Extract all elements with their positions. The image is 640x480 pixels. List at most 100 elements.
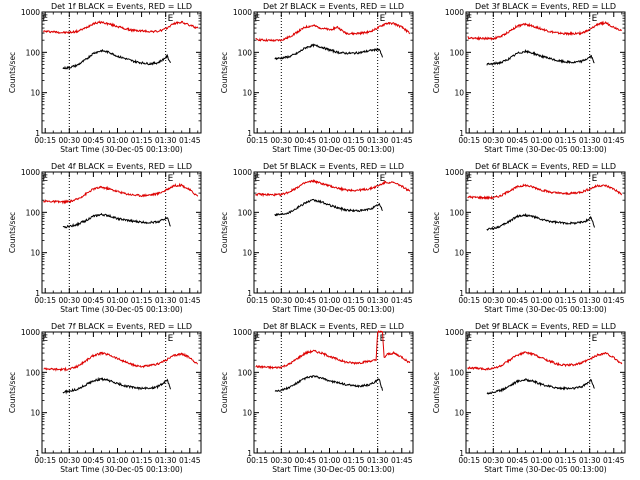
x-tick-label: 00:15 bbox=[34, 296, 56, 305]
y-tick-label: 100 bbox=[26, 208, 41, 217]
e-marker: E bbox=[254, 14, 260, 24]
chart-panel-8: Det 8f BLACK = Events, RED = LLD 1 10 100 10… bbox=[220, 322, 414, 474]
x-tick-label: 01:30 bbox=[155, 456, 177, 465]
y-tick-label: 1 bbox=[35, 289, 40, 298]
x-tick-label: 00:30 bbox=[270, 296, 292, 305]
e-marker: E bbox=[168, 174, 174, 184]
y-tick-label: 1000 bbox=[445, 8, 464, 17]
lld-rate-line bbox=[255, 329, 411, 370]
y-tick-label: 1 bbox=[35, 449, 40, 458]
y-tick-label: 1 bbox=[35, 129, 40, 138]
y-tick-label: 10 bbox=[242, 249, 252, 258]
y-tick-label: 1 bbox=[247, 449, 252, 458]
x-tick-label: 00:45 bbox=[295, 296, 317, 305]
x-tick-label: 00:45 bbox=[507, 456, 529, 465]
x-tick-label: 01:15 bbox=[343, 136, 365, 145]
y-tick-label: 1 bbox=[459, 449, 464, 458]
lld-rate-line bbox=[255, 21, 411, 42]
x-axis-label: Start Time (30-Dec-05 00:13:00) bbox=[272, 305, 394, 314]
x-axis-label: Start Time (30-Dec-05 00:13:00) bbox=[272, 145, 394, 154]
x-tick-label: 01:00 bbox=[319, 296, 341, 305]
y-tick-label: 1 bbox=[459, 289, 464, 298]
e-marker: E bbox=[466, 174, 472, 184]
x-tick-label: 00:15 bbox=[246, 456, 268, 465]
x-tick-label: 01:00 bbox=[319, 136, 341, 145]
chart-panel-4: Det 4f BLACK = Events, RED = LLD 1 10 100 10… bbox=[8, 162, 202, 314]
x-tick-label: 00:45 bbox=[83, 136, 105, 145]
x-tick-label: 01:30 bbox=[155, 136, 177, 145]
y-tick-label: 1 bbox=[459, 129, 464, 138]
x-tick-label: 00:45 bbox=[83, 296, 105, 305]
y-tick-label: 1 bbox=[247, 289, 252, 298]
x-tick-label: 00:30 bbox=[58, 456, 80, 465]
x-tick-label: 00:30 bbox=[58, 296, 80, 305]
y-tick-label: 100 bbox=[450, 368, 465, 377]
x-tick-label: 01:30 bbox=[367, 456, 389, 465]
e-marker: E bbox=[592, 14, 598, 24]
y-tick-label: 10 bbox=[454, 249, 464, 258]
e-marker: E bbox=[42, 334, 48, 344]
y-tick-label: 100 bbox=[238, 48, 253, 57]
x-tick-label: 01:45 bbox=[179, 296, 201, 305]
x-tick-label: 01:45 bbox=[603, 296, 625, 305]
x-tick-label: 01:15 bbox=[131, 296, 153, 305]
x-tick-label: 00:15 bbox=[246, 296, 268, 305]
y-tick-label: 1000 bbox=[233, 328, 252, 337]
x-tick-label: 00:15 bbox=[34, 136, 56, 145]
events-rate-line bbox=[274, 198, 383, 217]
e-marker: E bbox=[168, 334, 174, 344]
lld-rate-line bbox=[255, 178, 411, 198]
plot-frame bbox=[41, 331, 202, 454]
chart-panel-2: Det 2f BLACK = Events, RED = LLD 1 10 100 10… bbox=[220, 2, 414, 154]
x-tick-label: 01:00 bbox=[107, 456, 129, 465]
chart-title: Det 2f BLACK = Events, RED = LLD bbox=[263, 2, 404, 11]
x-tick-label: 01:45 bbox=[391, 456, 413, 465]
x-tick-label: 00:30 bbox=[482, 456, 504, 465]
y-axis-label: Counts/sec bbox=[432, 372, 441, 413]
x-axis-label: Start Time (30-Dec-05 00:13:00) bbox=[60, 145, 182, 154]
e-marker: E bbox=[592, 174, 598, 184]
x-tick-label: 01:00 bbox=[107, 296, 129, 305]
y-tick-label: 100 bbox=[238, 208, 253, 217]
x-tick-label: 01:15 bbox=[555, 456, 577, 465]
e-marker: E bbox=[380, 14, 386, 24]
x-tick-label: 01:45 bbox=[603, 456, 625, 465]
lld-rate-line bbox=[43, 20, 199, 35]
x-axis-label: Start Time (30-Dec-05 00:13:00) bbox=[272, 465, 394, 474]
lld-rate-line bbox=[467, 183, 623, 201]
x-axis-label: Start Time (30-Dec-05 00:13:00) bbox=[60, 465, 182, 474]
chart-title: Det 4f BLACK = Events, RED = LLD bbox=[51, 162, 192, 171]
e-marker: E bbox=[168, 14, 174, 24]
x-tick-label: 01:30 bbox=[155, 296, 177, 305]
y-tick-label: 10 bbox=[454, 409, 464, 418]
y-tick-label: 1000 bbox=[445, 168, 464, 177]
x-tick-label: 01:30 bbox=[579, 296, 601, 305]
events-rate-line bbox=[62, 48, 171, 70]
x-tick-label: 01:15 bbox=[555, 136, 577, 145]
y-axis-label: Counts/sec bbox=[8, 212, 17, 253]
x-axis-label: Start Time (30-Dec-05 00:13:00) bbox=[60, 305, 182, 314]
x-tick-label: 00:30 bbox=[482, 296, 504, 305]
x-tick-label: 01:45 bbox=[391, 136, 413, 145]
x-tick-label: 01:30 bbox=[579, 456, 601, 465]
plot-frame bbox=[41, 11, 202, 134]
x-tick-label: 01:00 bbox=[531, 136, 553, 145]
x-tick-label: 00:45 bbox=[83, 456, 105, 465]
x-tick-label: 00:30 bbox=[482, 136, 504, 145]
plot-frame bbox=[465, 331, 626, 454]
e-marker: E bbox=[254, 334, 260, 344]
y-axis-label: Counts/sec bbox=[220, 52, 229, 93]
y-tick-label: 10 bbox=[242, 409, 252, 418]
plot-frame bbox=[253, 331, 414, 454]
lld-rate-line bbox=[43, 351, 199, 372]
x-tick-label: 01:15 bbox=[555, 296, 577, 305]
chart-panel-9: Det 9f BLACK = Events, RED = LLD 1 10 100 10… bbox=[432, 322, 626, 474]
events-rate-line bbox=[486, 212, 595, 231]
x-tick-label: 00:30 bbox=[270, 456, 292, 465]
plot-frame bbox=[41, 171, 202, 294]
x-tick-label: 01:00 bbox=[319, 456, 341, 465]
chart-title: Det 9f BLACK = Events, RED = LLD bbox=[475, 322, 616, 331]
x-tick-label: 01:30 bbox=[367, 136, 389, 145]
x-tick-label: 01:00 bbox=[531, 296, 553, 305]
